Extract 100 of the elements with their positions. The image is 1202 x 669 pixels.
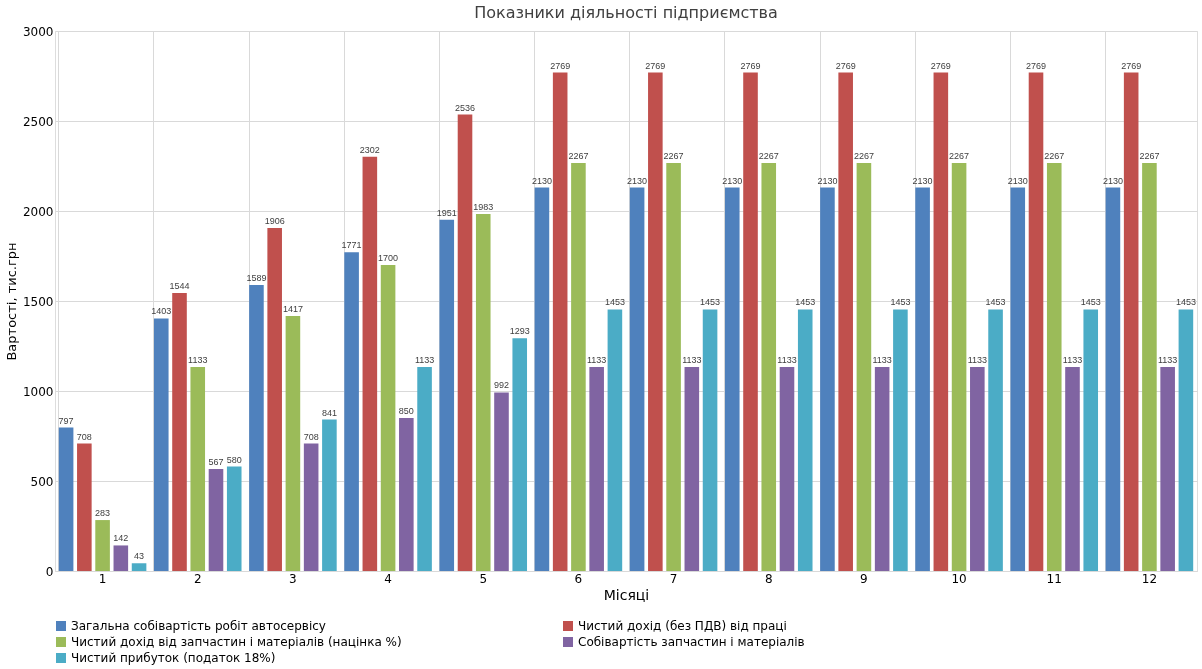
data-label: 1133 bbox=[872, 355, 892, 366]
data-label: 2536 bbox=[454, 102, 476, 113]
data-label: 1293 bbox=[509, 326, 530, 337]
bar bbox=[702, 309, 718, 571]
data-label: 1983 bbox=[473, 202, 494, 213]
bar bbox=[552, 72, 568, 571]
y-tick-label: 2000 bbox=[22, 204, 54, 219]
bar bbox=[153, 318, 169, 571]
bar bbox=[684, 367, 700, 571]
x-tick-label: 8 bbox=[764, 571, 773, 586]
data-label: 1589 bbox=[246, 272, 267, 283]
y-tick-label: 500 bbox=[30, 474, 54, 489]
bar bbox=[77, 443, 92, 571]
bar bbox=[113, 545, 129, 571]
data-label: 2267 bbox=[663, 150, 684, 161]
bar bbox=[970, 367, 985, 571]
data-label: 2130 bbox=[1007, 175, 1028, 186]
x-tick-label: 10 bbox=[951, 571, 967, 586]
data-label: 2769 bbox=[1121, 60, 1142, 71]
x-tick-label: 1 bbox=[98, 571, 107, 586]
bar bbox=[874, 367, 890, 571]
bar bbox=[779, 367, 795, 571]
bar bbox=[344, 252, 359, 571]
x-tick-label: 2 bbox=[193, 571, 202, 586]
bar bbox=[571, 162, 586, 571]
data-label: 708 bbox=[303, 431, 319, 442]
x-tick-label: 11 bbox=[1046, 571, 1062, 586]
bar bbox=[743, 72, 758, 571]
bar bbox=[607, 309, 623, 571]
bar bbox=[1046, 162, 1062, 571]
data-label: 1133 bbox=[777, 355, 797, 366]
y-tick-label: 1500 bbox=[22, 294, 54, 309]
bar bbox=[951, 162, 967, 571]
data-label: 1453 bbox=[700, 297, 721, 308]
data-label: 2130 bbox=[531, 175, 552, 186]
data-label: 841 bbox=[321, 407, 337, 418]
data-label: 708 bbox=[76, 431, 92, 442]
legend-label: Чистий дохід від запчастин і матеріалів (націнка %) bbox=[71, 635, 402, 649]
bar bbox=[439, 219, 455, 571]
bar bbox=[666, 162, 681, 571]
bar bbox=[285, 315, 301, 571]
data-label: 2130 bbox=[817, 175, 838, 186]
bar bbox=[303, 443, 319, 571]
data-label: 1771 bbox=[341, 240, 362, 251]
data-label: 43 bbox=[134, 551, 145, 562]
data-label: 580 bbox=[226, 454, 242, 465]
y-tick-label: 0 bbox=[45, 564, 54, 579]
data-label: 2769 bbox=[645, 60, 666, 71]
bar bbox=[172, 293, 187, 571]
bar bbox=[95, 520, 110, 571]
bar bbox=[267, 227, 282, 571]
bar bbox=[190, 367, 206, 571]
bar bbox=[380, 265, 396, 571]
data-label: 1700 bbox=[378, 253, 399, 263]
bar bbox=[1010, 187, 1026, 571]
bar bbox=[249, 284, 264, 571]
data-label: 2769 bbox=[550, 60, 571, 71]
data-label: 2267 bbox=[758, 150, 779, 161]
data-label: 1133 bbox=[1062, 355, 1083, 366]
bar bbox=[362, 156, 378, 571]
bar bbox=[797, 309, 813, 571]
data-label: 1453 bbox=[604, 297, 625, 308]
data-label: 2267 bbox=[568, 150, 589, 161]
bar bbox=[1065, 367, 1080, 571]
data-label: 1403 bbox=[151, 306, 172, 317]
x-tick-label: 7 bbox=[669, 571, 678, 586]
data-label: 2130 bbox=[1102, 175, 1123, 186]
bar bbox=[761, 162, 777, 571]
data-label: 1453 bbox=[795, 297, 816, 308]
x-tick-label: 4 bbox=[384, 571, 392, 586]
bar bbox=[589, 367, 604, 571]
data-label: 2769 bbox=[1025, 60, 1047, 71]
data-label: 2130 bbox=[627, 175, 648, 186]
data-label: 1453 bbox=[1175, 297, 1196, 308]
data-label: 1453 bbox=[985, 297, 1006, 308]
data-label: 2769 bbox=[835, 60, 856, 71]
data-label: 2267 bbox=[853, 150, 874, 161]
bar bbox=[1178, 309, 1194, 571]
data-label: 1906 bbox=[264, 215, 285, 226]
x-tick-label: 5 bbox=[479, 571, 488, 586]
bar bbox=[724, 187, 740, 571]
data-label: 797 bbox=[58, 415, 74, 426]
bar bbox=[988, 309, 1003, 571]
data-label: 992 bbox=[493, 380, 510, 391]
bar bbox=[838, 72, 853, 571]
y-tick-label: 1000 bbox=[22, 384, 54, 399]
bar bbox=[417, 367, 432, 571]
bar bbox=[131, 563, 147, 571]
bar bbox=[208, 468, 224, 571]
data-label: 1133 bbox=[414, 355, 435, 366]
data-label: 2769 bbox=[740, 60, 761, 71]
data-label: 2267 bbox=[1139, 150, 1160, 161]
bar bbox=[399, 418, 414, 571]
bar bbox=[475, 214, 491, 571]
bar bbox=[457, 114, 473, 571]
data-label: 1133 bbox=[586, 355, 607, 366]
data-label: 1453 bbox=[890, 297, 911, 308]
legend-label: Загальна собівартість робіт автосервісу bbox=[71, 619, 326, 633]
data-label: 2267 bbox=[1044, 150, 1065, 161]
data-label: 850 bbox=[398, 406, 414, 416]
